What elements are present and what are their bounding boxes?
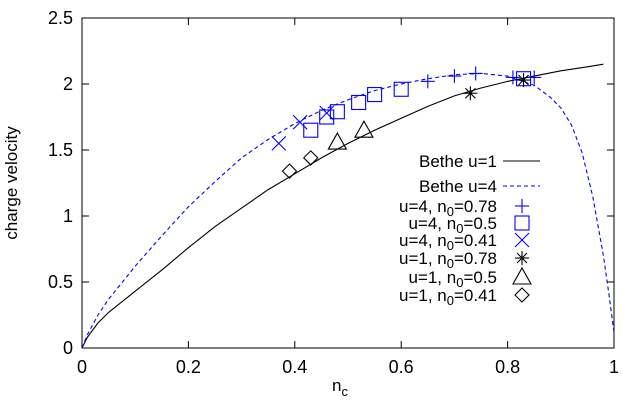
marker-star-3-0	[463, 86, 478, 101]
data-markers	[271, 66, 542, 179]
legend-marker-star-3	[515, 251, 529, 265]
legend-label-u1-n05-sub: 0	[456, 275, 463, 290]
y-tick-label-0: 0	[63, 338, 73, 358]
curve-bethe-u4	[81, 72, 615, 349]
marker-square-1-2	[329, 104, 345, 120]
legend-label-u1-n041-value: =0.41	[454, 286, 497, 305]
legend-label-u1-n078-value: =0.78	[454, 249, 497, 268]
legend-label-u1-n078-main: u=1, n	[399, 249, 447, 268]
y-tick-label-4: 2	[63, 74, 73, 94]
legend-label-u1-n05: u=1, n0=0.5	[408, 268, 497, 290]
legend-label-u1-n041: u=1, n0=0.41	[399, 286, 497, 308]
y-tick-label-2: 1	[63, 206, 73, 226]
legend-label-u4-n05-value: =0.5	[463, 214, 497, 233]
legend-marker-plus-0	[515, 199, 529, 213]
x-tick-label-0: 0	[77, 357, 87, 377]
marker-x-2-0	[271, 136, 287, 151]
marker-diamond-5-0	[281, 163, 298, 179]
legend-label-u1-n05-main: u=1, n	[408, 268, 456, 287]
marker-diamond-5-1	[302, 150, 319, 166]
legend-label-u1-n078: u=1, n0=0.78	[399, 249, 497, 271]
y-tick-label-3: 1.5	[48, 140, 73, 160]
legend-marker-square-1	[514, 215, 530, 231]
legend-marker-x-2	[514, 232, 530, 248]
marker-plus-0-2	[468, 66, 483, 81]
legend-label-u4-n078-sub: 0	[447, 204, 454, 219]
y-axis-label: charge velocity	[2, 126, 21, 240]
x-axis-label-main: n	[332, 376, 341, 395]
marker-plus-0-3	[505, 70, 520, 85]
plot-frame	[81, 17, 615, 349]
legend-label-u4-n078-value: =0.78	[454, 197, 497, 216]
x-tick-label-1: 0.2	[176, 357, 201, 377]
marker-x-2-1	[292, 114, 308, 130]
plot-area: 0 0.2 0.4 0.6 0.8 1 0 0.5 1 1.5 2 2.5	[48, 8, 619, 377]
legend-label-u1-n041-main: u=1, n	[399, 286, 447, 305]
legend-label-u1-n041-sub: 0	[447, 293, 454, 308]
legend-markers	[512, 199, 532, 303]
x-tick-label-2: 0.4	[282, 357, 307, 377]
marker-square-1-1	[319, 109, 335, 125]
legend-label-bethe-u4: Bethe u=4	[419, 177, 497, 196]
legend-label-u1-n078-sub: 0	[447, 256, 454, 271]
y-tick-label-1: 0.5	[48, 272, 73, 292]
y-tick-label-5: 2.5	[48, 8, 73, 28]
legend-label-u4-n041-value: =0.41	[454, 231, 497, 250]
marker-square-1-4	[367, 87, 383, 103]
legend-marker-diamond-5	[514, 287, 530, 303]
marker-star-3-1	[516, 73, 531, 88]
legend-label-u4-n05-sub: 0	[456, 221, 463, 236]
legend-label-bethe-u1: Bethe u=1	[419, 152, 497, 171]
x-axis-label: nc	[332, 376, 348, 399]
curves	[81, 63, 615, 349]
legend-label-u4-n05: u=4, n0=0.5	[408, 214, 497, 236]
marker-square-1-5	[393, 81, 409, 97]
axis-ticks: 0 0.2 0.4 0.6 0.8 1 0 0.5 1 1.5 2 2.5	[48, 8, 619, 377]
legend-entry-bethe-u4: Bethe u=4	[419, 177, 540, 196]
marker-plus-0-4	[527, 70, 542, 85]
legend-label-u4-n041-sub: 0	[447, 238, 454, 253]
legend-marker-triangle-4	[512, 266, 532, 285]
marker-square-1-3	[351, 94, 367, 111]
legend: Bethe u=1 Bethe u=4 u=4, n0=0.78 u=4, n0…	[399, 152, 540, 308]
marker-plus-0-0	[420, 74, 435, 89]
x-tick-label-4: 0.8	[495, 357, 520, 377]
marker-x-2-2	[319, 105, 335, 121]
legend-label-u4-n078-main: u=4, n	[399, 197, 447, 216]
legend-label-u4-n078: u=4, n0=0.78	[399, 197, 497, 219]
legend-label-u4-n041-main: u=4, n	[399, 231, 447, 250]
legend-entry-bethe-u1: Bethe u=1	[419, 152, 540, 171]
legend-label-u4-n05-main: u=4, n	[408, 214, 456, 233]
x-axis-label-subscript: c	[341, 384, 348, 399]
x-tick-label-5: 1	[609, 357, 619, 377]
x-tick-label-3: 0.6	[389, 357, 414, 377]
marker-plus-0-1	[447, 69, 462, 84]
legend-scatter-entries: u=4, n0=0.78 u=4, n0=0.5 u=4, n0=0.41 u=…	[399, 197, 497, 308]
marker-square-1-0	[303, 122, 319, 138]
marker-triangle-4-0	[327, 131, 348, 150]
marker-triangle-4-1	[354, 120, 374, 138]
legend-label-u4-n041: u=4, n0=0.41	[399, 231, 497, 253]
legend-label-u1-n05-value: =0.5	[463, 268, 497, 287]
